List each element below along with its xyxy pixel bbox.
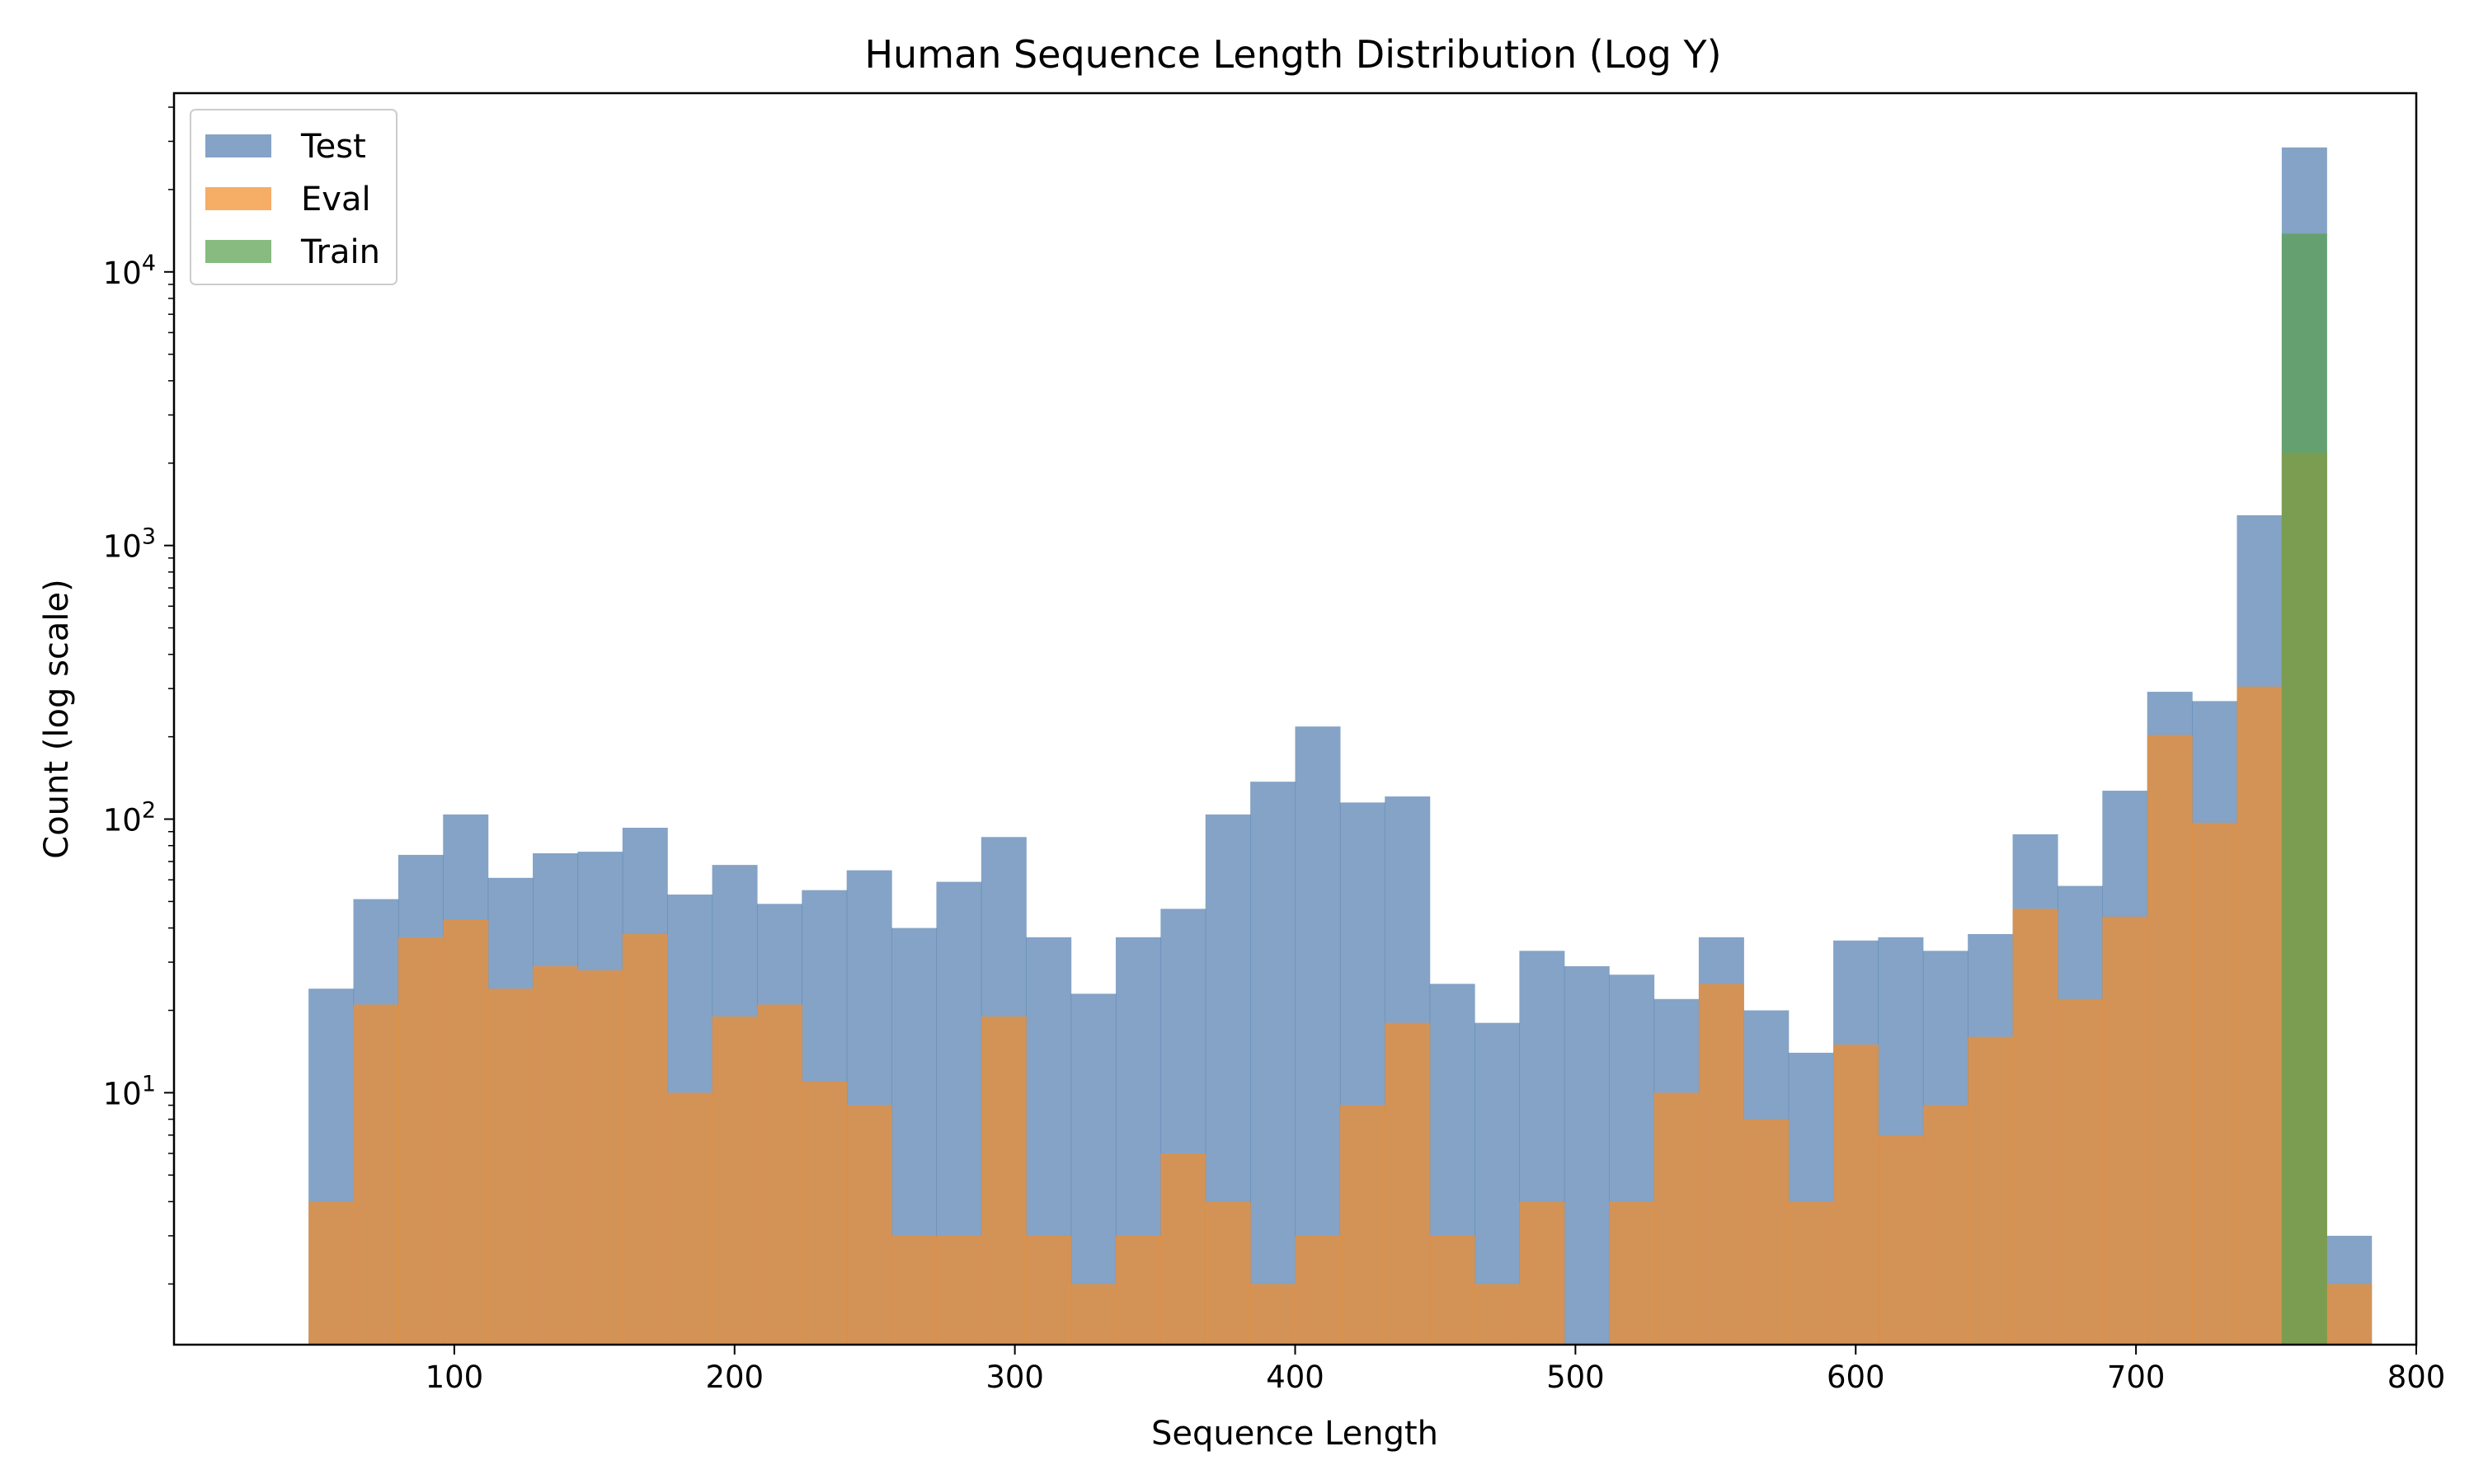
legend-swatch-eval [205, 187, 271, 210]
bar-eval [1070, 1284, 1117, 1345]
chart-title: Human Sequence Length Distribution (Log … [864, 32, 1721, 77]
bar-eval [1295, 1235, 1341, 1345]
bar-eval [1743, 1119, 1790, 1345]
y-tick-label: 104 [103, 251, 156, 291]
bar-eval [1385, 1022, 1431, 1345]
bar-eval [1922, 1105, 1968, 1345]
bar-eval [397, 937, 444, 1345]
x-axis-title: Sequence Length [1151, 1415, 1438, 1453]
bar-eval [2147, 735, 2193, 1345]
bar-eval [936, 1235, 982, 1345]
bar-test [1250, 782, 1296, 1345]
legend-label-eval: Eval [301, 181, 371, 218]
y-tick-label: 101 [103, 1071, 156, 1111]
bar-eval [1878, 1134, 1924, 1345]
bar-eval [1026, 1235, 1072, 1345]
legend-swatch-test [205, 134, 271, 157]
legend-swatch-train [205, 240, 271, 263]
bar-eval [1429, 1235, 1475, 1345]
bar-eval [802, 1081, 848, 1345]
bar-eval [2236, 686, 2283, 1345]
bar-eval [577, 970, 623, 1345]
bar-eval [1609, 1201, 1655, 1345]
bar-eval [2326, 1284, 2373, 1345]
bar-eval [353, 1004, 399, 1345]
bar-eval [1250, 1284, 1296, 1345]
y-axis-title: Count (log scale) [38, 579, 76, 858]
bar-eval [2102, 916, 2148, 1345]
bar-eval [487, 989, 534, 1345]
bar-eval [533, 965, 579, 1345]
bar-eval [846, 1105, 892, 1345]
bar-eval [891, 1235, 938, 1345]
bar-eval [443, 919, 489, 1345]
bar-eval [2057, 998, 2103, 1345]
bar-test [1564, 965, 1610, 1345]
y-tick-label: 103 [103, 524, 156, 565]
bar-eval [1653, 1092, 1700, 1345]
bars-layer [308, 147, 2373, 1345]
legend: Test Eval Train [190, 109, 397, 285]
bar-eval [1160, 1153, 1206, 1345]
bar-eval [1968, 1036, 2014, 1345]
series-train [2281, 233, 2327, 1345]
bar-eval [981, 1016, 1027, 1345]
y-axis: 101 102 103 104 [103, 106, 174, 1285]
bar-eval [1833, 1044, 1879, 1345]
x-tick-label: 800 [2387, 1360, 2446, 1395]
bar-eval [308, 1201, 355, 1345]
legend-label-test: Test [300, 128, 366, 166]
bar-eval [1339, 1105, 1385, 1345]
bar-eval [1475, 1284, 1520, 1345]
x-tick-label: 700 [2107, 1360, 2166, 1395]
x-axis: 100 200 300 400 500 600 700 800 [426, 1345, 2446, 1395]
bar-eval [1115, 1235, 1161, 1345]
bar-eval [2192, 822, 2238, 1345]
bar-eval [622, 933, 668, 1345]
bar-eval [1519, 1201, 1565, 1345]
x-tick-label: 200 [705, 1360, 764, 1395]
bar-eval [1205, 1201, 1251, 1345]
legend-label-train: Train [300, 233, 380, 271]
bar-eval [667, 1092, 713, 1345]
x-tick-label: 100 [426, 1360, 484, 1395]
bar-train [2281, 233, 2327, 1345]
bar-eval [756, 1004, 802, 1345]
bar-eval [712, 1016, 758, 1345]
y-tick-label: 102 [103, 798, 156, 838]
x-tick-label: 300 [985, 1360, 1044, 1395]
x-tick-label: 500 [1546, 1360, 1605, 1395]
bar-eval [1788, 1201, 1834, 1345]
bar-eval [2012, 909, 2058, 1345]
x-tick-label: 600 [1827, 1360, 1885, 1395]
x-tick-label: 400 [1266, 1360, 1324, 1395]
bar-eval [1698, 984, 1744, 1345]
